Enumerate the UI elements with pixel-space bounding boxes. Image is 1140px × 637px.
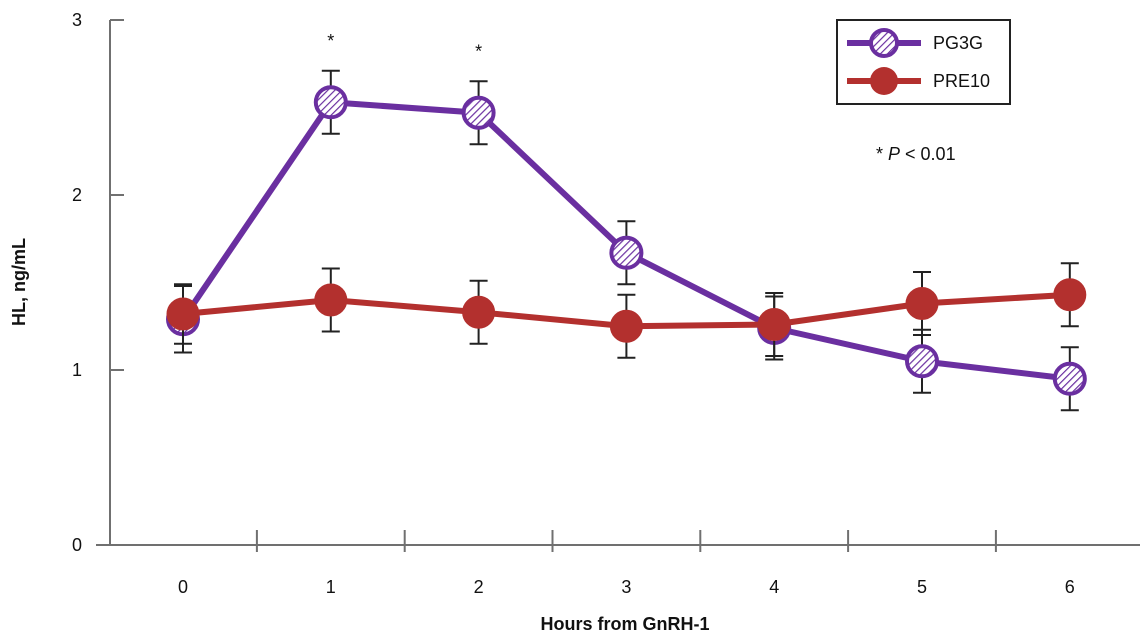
series-pg3g xyxy=(166,69,1087,412)
y-ticks: 0 1 2 3 xyxy=(72,10,124,555)
data-point xyxy=(166,297,200,331)
y-axis-title: HL, ng/mL xyxy=(9,238,29,326)
legend: PG3G PRE10 xyxy=(836,19,1011,105)
x-tick-label: 5 xyxy=(917,577,927,597)
significance-note: * P < 0.01 xyxy=(876,144,956,164)
data-point xyxy=(905,344,939,379)
data-point xyxy=(313,85,348,120)
x-tick-label: 0 xyxy=(178,577,188,597)
x-tick-label: 1 xyxy=(326,577,336,597)
legend-swatch-marker xyxy=(870,67,898,95)
data-point xyxy=(314,283,348,317)
legend-items: PG3G PRE10 xyxy=(847,28,990,95)
data-point xyxy=(1052,361,1087,396)
data-point xyxy=(1053,278,1087,312)
legend-swatch-marker xyxy=(869,28,899,58)
legend-item-pg3g: PG3G xyxy=(847,28,983,58)
x-tick-label: 2 xyxy=(474,577,484,597)
y-tick-label: 0 xyxy=(72,535,82,555)
y-tick-label: 2 xyxy=(72,185,82,205)
x-tick-label: 6 xyxy=(1065,577,1075,597)
data-point xyxy=(461,95,496,130)
significance-star: * xyxy=(327,31,334,51)
axes: 0 1 2 3 0 1 2 3 4 5 6 xyxy=(72,10,1140,597)
y-tick-label: 1 xyxy=(72,360,82,380)
annotation-layer: ** xyxy=(327,31,482,62)
data-point xyxy=(757,308,791,341)
series-layer xyxy=(166,69,1087,412)
data-point xyxy=(905,287,939,320)
data-point xyxy=(462,295,496,329)
x-ticks: 0 1 2 3 4 5 6 xyxy=(178,530,1075,597)
legend-item-pre10: PRE10 xyxy=(847,67,990,95)
data-point xyxy=(609,309,643,343)
data-point xyxy=(609,235,644,270)
x-tick-label: 3 xyxy=(621,577,631,597)
x-axis-title: Hours from GnRH-1 xyxy=(540,614,709,634)
y-tick-label: 3 xyxy=(72,10,82,30)
legend-label: PG3G xyxy=(933,33,983,53)
legend-box xyxy=(836,19,1011,105)
x-tick-label: 4 xyxy=(769,577,779,597)
significance-star: * xyxy=(475,41,482,61)
legend-label: PRE10 xyxy=(933,71,990,91)
series-pre10 xyxy=(166,262,1087,359)
